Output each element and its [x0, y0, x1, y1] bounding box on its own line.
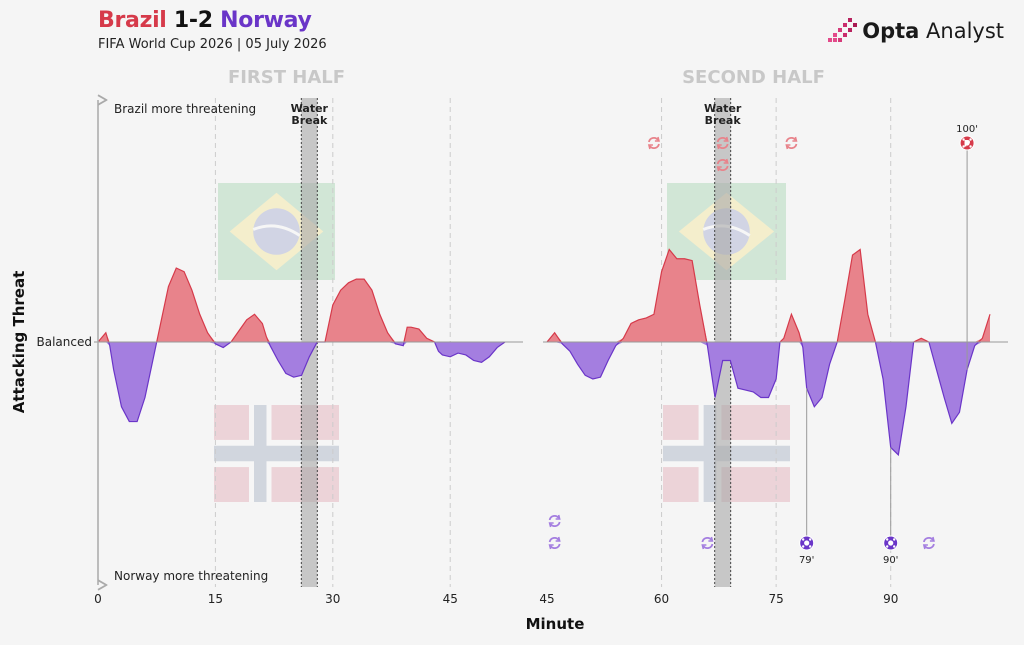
title-team-norway: Norway [220, 8, 312, 33]
x-tick-0-2: 30 [325, 592, 340, 606]
water-break-label-line1-1: Water [704, 102, 742, 115]
norway-flag-0 [214, 405, 339, 502]
goal-minute-label-4: 100' [956, 124, 978, 135]
norway-threat-area-1 [547, 342, 990, 455]
water-break-label-line2-0: Break [291, 114, 328, 127]
goal-minute-label-10: 90' [883, 555, 898, 566]
brazil-threat-area-1 [547, 249, 990, 342]
y-top-label: Brazil more threatening [114, 102, 256, 116]
substitution-icon-brazil-1 [716, 136, 729, 150]
logo-text-bold: Opta [862, 19, 920, 43]
x-tick-0-1: 15 [208, 592, 223, 606]
substitution-icon-brazil-3 [785, 136, 798, 150]
penalty-goal-icon-brazil-4: P [959, 135, 975, 151]
axes-layer: FIRST HALF 0 15 30 45 SECOND HALF 45 60 75 90 Atta… [10, 67, 898, 633]
brazil-threat-line-1 [546, 248, 991, 342]
substitution-icon-norway-8 [922, 536, 935, 550]
y-center-label: Balanced [37, 335, 92, 349]
chart-header: Brazil 1-2 Norway FIFA World Cup 2026 | … [98, 8, 327, 52]
x-tick-1-0: 45 [539, 592, 554, 606]
panel-label-1: SECOND HALF [682, 67, 825, 88]
goal-minute-label-9: 79' [799, 555, 814, 566]
title-score: 1-2 [166, 8, 221, 33]
norway-threat-line-1 [547, 342, 980, 457]
goal-icon-norway-9 [799, 535, 815, 551]
match-events: P 100' 79' 90' [548, 124, 978, 566]
norway-threat-area-0 [98, 342, 505, 422]
x-tick-1-2: 75 [768, 592, 783, 606]
x-axis-label: Minute [526, 615, 585, 633]
logo-text-rest: Analyst [919, 19, 1004, 43]
x-tick-1-3: 90 [883, 592, 898, 606]
x-tick-0-3: 45 [443, 592, 458, 606]
panel-label-0: FIRST HALF [228, 67, 345, 88]
y-bottom-label: Norway more threatening [114, 569, 268, 583]
substitution-icon-norway-5 [548, 514, 561, 528]
substitution-icon-brazil-0 [647, 136, 660, 150]
opta-analyst-logo: Opta Analyst [828, 18, 1004, 44]
x-tick-0-0: 0 [94, 592, 102, 606]
brazil-threat-area-0 [98, 268, 505, 342]
chart-subtitle: FIFA World Cup 2026 | 05 July 2026 [98, 37, 327, 52]
threat-areas [94, 248, 1008, 457]
opta-logo-icon [828, 18, 858, 42]
water-break-label-line1-0: Water [291, 102, 329, 115]
substitution-icon-brazil-2 [716, 158, 729, 172]
svg-text:P: P [964, 140, 971, 150]
water-break-label-line2-1: Break [705, 114, 742, 127]
brazil-threat-line-0 [97, 267, 505, 342]
substitution-icon-norway-6 [548, 536, 561, 550]
title-team-brazil: Brazil [98, 8, 167, 33]
goal-icon-norway-10 [883, 535, 899, 551]
substitution-icon-norway-7 [701, 536, 714, 550]
chart-title: Brazil 1-2 Norway [98, 8, 327, 33]
y-axis-label: Attacking Threat [10, 271, 28, 414]
x-tick-1-1: 60 [654, 592, 669, 606]
norway-threat-line-0 [98, 342, 506, 423]
